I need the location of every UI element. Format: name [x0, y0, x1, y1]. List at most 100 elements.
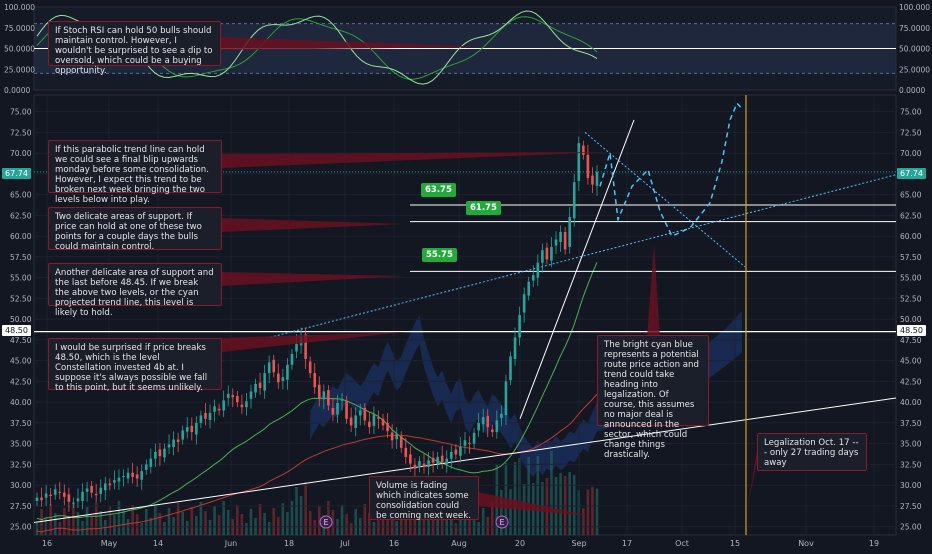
candle [176, 432, 180, 452]
volume-bar [345, 514, 348, 535]
volume-bar [354, 509, 357, 535]
candle-body [390, 432, 394, 441]
stoch-tick-right: 100.000 [899, 3, 930, 12]
annotation-legalization: Legalization Oct. 17 --- only 27 trading… [757, 433, 867, 471]
candle-body [185, 427, 189, 432]
candle-body [368, 421, 371, 428]
candle [140, 464, 144, 490]
earnings-marker: E [495, 515, 509, 529]
price-tick-left: 45.00 [10, 357, 32, 366]
volume-bar [390, 512, 394, 535]
callout-pointer [221, 37, 490, 50]
candle [541, 243, 544, 273]
candle [336, 394, 339, 423]
volume-bar [459, 509, 462, 535]
volume-bar [72, 503, 75, 535]
candle-body [72, 502, 75, 504]
time-tick-label: 16 [42, 539, 52, 548]
candle [81, 483, 84, 510]
candle-body [577, 143, 581, 181]
candle [290, 349, 294, 370]
volume-bar [436, 510, 439, 535]
candle-body [263, 373, 266, 391]
candle [454, 444, 458, 460]
candle-body [418, 461, 421, 468]
candle-body [404, 447, 408, 457]
candle [522, 287, 526, 323]
price-tick-right: 30.00 [900, 481, 922, 490]
stoch-tick-left: 50.0000 [4, 45, 35, 54]
price-tick-right: 35.00 [900, 440, 922, 449]
candle [463, 432, 467, 455]
volume-bar [454, 523, 458, 535]
time-tick-label: 15 [730, 539, 740, 548]
candle [154, 443, 157, 467]
candle-body [122, 476, 125, 478]
volume-bar [49, 504, 52, 535]
candle-body [195, 422, 198, 435]
volume-bar [40, 509, 43, 535]
candle [240, 394, 244, 414]
candle-body [308, 361, 312, 374]
volume-bar [85, 507, 89, 535]
volume-bar [99, 511, 103, 535]
candle-body [176, 439, 180, 443]
candle [509, 351, 512, 386]
candle [172, 431, 175, 456]
stoch-tick-right: 50.0000 [899, 45, 930, 54]
candle-body [399, 436, 403, 448]
price-tick-right: 57.50 [900, 253, 922, 262]
price-tick-left: 25.00 [10, 523, 32, 532]
price-tick-left: 57.50 [10, 253, 32, 262]
volume-bar [81, 521, 84, 535]
candle [472, 427, 476, 449]
volume-bar [500, 490, 503, 535]
volume-bar [295, 487, 298, 535]
earnings-marker-label: E [499, 518, 504, 527]
candle-body [427, 460, 430, 467]
candle-body [563, 231, 567, 250]
candle-body [222, 400, 225, 411]
volume-bar [404, 516, 408, 535]
price-tick-left: 70.00 [10, 149, 32, 158]
candle-body [277, 373, 280, 383]
price-tick-left: 30.00 [10, 481, 32, 490]
candle [99, 479, 103, 503]
volume-bar [90, 516, 93, 535]
candle [249, 384, 253, 409]
moving-average-green [36, 262, 598, 521]
candle [281, 368, 285, 390]
candle-body [281, 377, 285, 381]
candle-body [349, 417, 353, 426]
candle-body [522, 294, 526, 313]
candle-body [190, 425, 194, 433]
price-tick-left: 40.00 [10, 398, 32, 407]
volume-bar [395, 521, 398, 535]
candle-body [249, 391, 253, 399]
candle [568, 207, 571, 254]
candle [317, 376, 321, 407]
candle-body [167, 444, 171, 448]
candle [40, 487, 43, 507]
candle-body [354, 415, 357, 428]
volume-bar [591, 486, 594, 535]
annotation-volume-fading: Volume is fading which indicates some co… [369, 476, 479, 521]
candle [117, 469, 121, 490]
candle [208, 404, 212, 429]
candle-body [436, 456, 439, 465]
stoch-tick-right: 25.0000 [899, 65, 930, 74]
candle-body [422, 463, 426, 467]
candle [94, 483, 98, 502]
candle [322, 384, 326, 410]
time-tick-label: 20 [515, 539, 525, 548]
candle-body [363, 407, 367, 421]
price-tick-left: 65.00 [10, 191, 32, 200]
candle [572, 173, 576, 227]
price-tick-right: 62.50 [900, 211, 922, 220]
candle-body [81, 491, 84, 501]
candle [258, 372, 262, 395]
volume-bar [308, 511, 312, 535]
candle-body [94, 493, 98, 496]
price-tick-right: 32.50 [900, 460, 922, 469]
candle-body [463, 440, 467, 446]
